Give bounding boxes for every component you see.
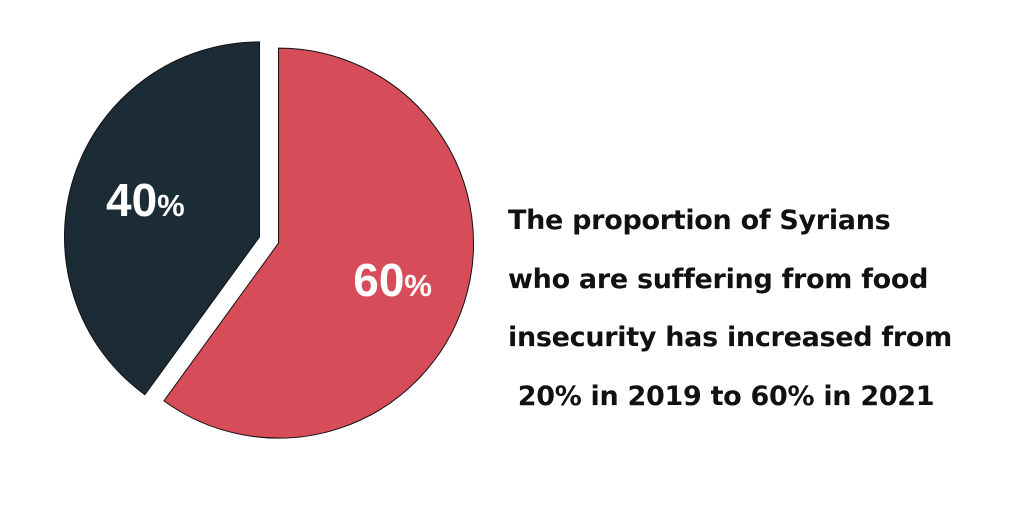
caption-line-2: who are suffering from food	[508, 263, 929, 295]
caption-line-1: The proportion of Syrians	[508, 205, 891, 236]
caption-line-3: insecurity has increased from	[508, 322, 952, 353]
caption: The proportion of Syrians who are suffer…	[508, 192, 952, 426]
pie-chart: 60% 40%	[63, 41, 474, 439]
pie-slice-label-40: 40%	[106, 174, 185, 226]
pie-slice-label-60: 60%	[353, 254, 432, 306]
pie-slice-40	[63, 41, 260, 396]
pie-slice-60	[163, 47, 474, 439]
caption-line-4: 20% in 2019 to 60% in 2021	[517, 380, 935, 412]
